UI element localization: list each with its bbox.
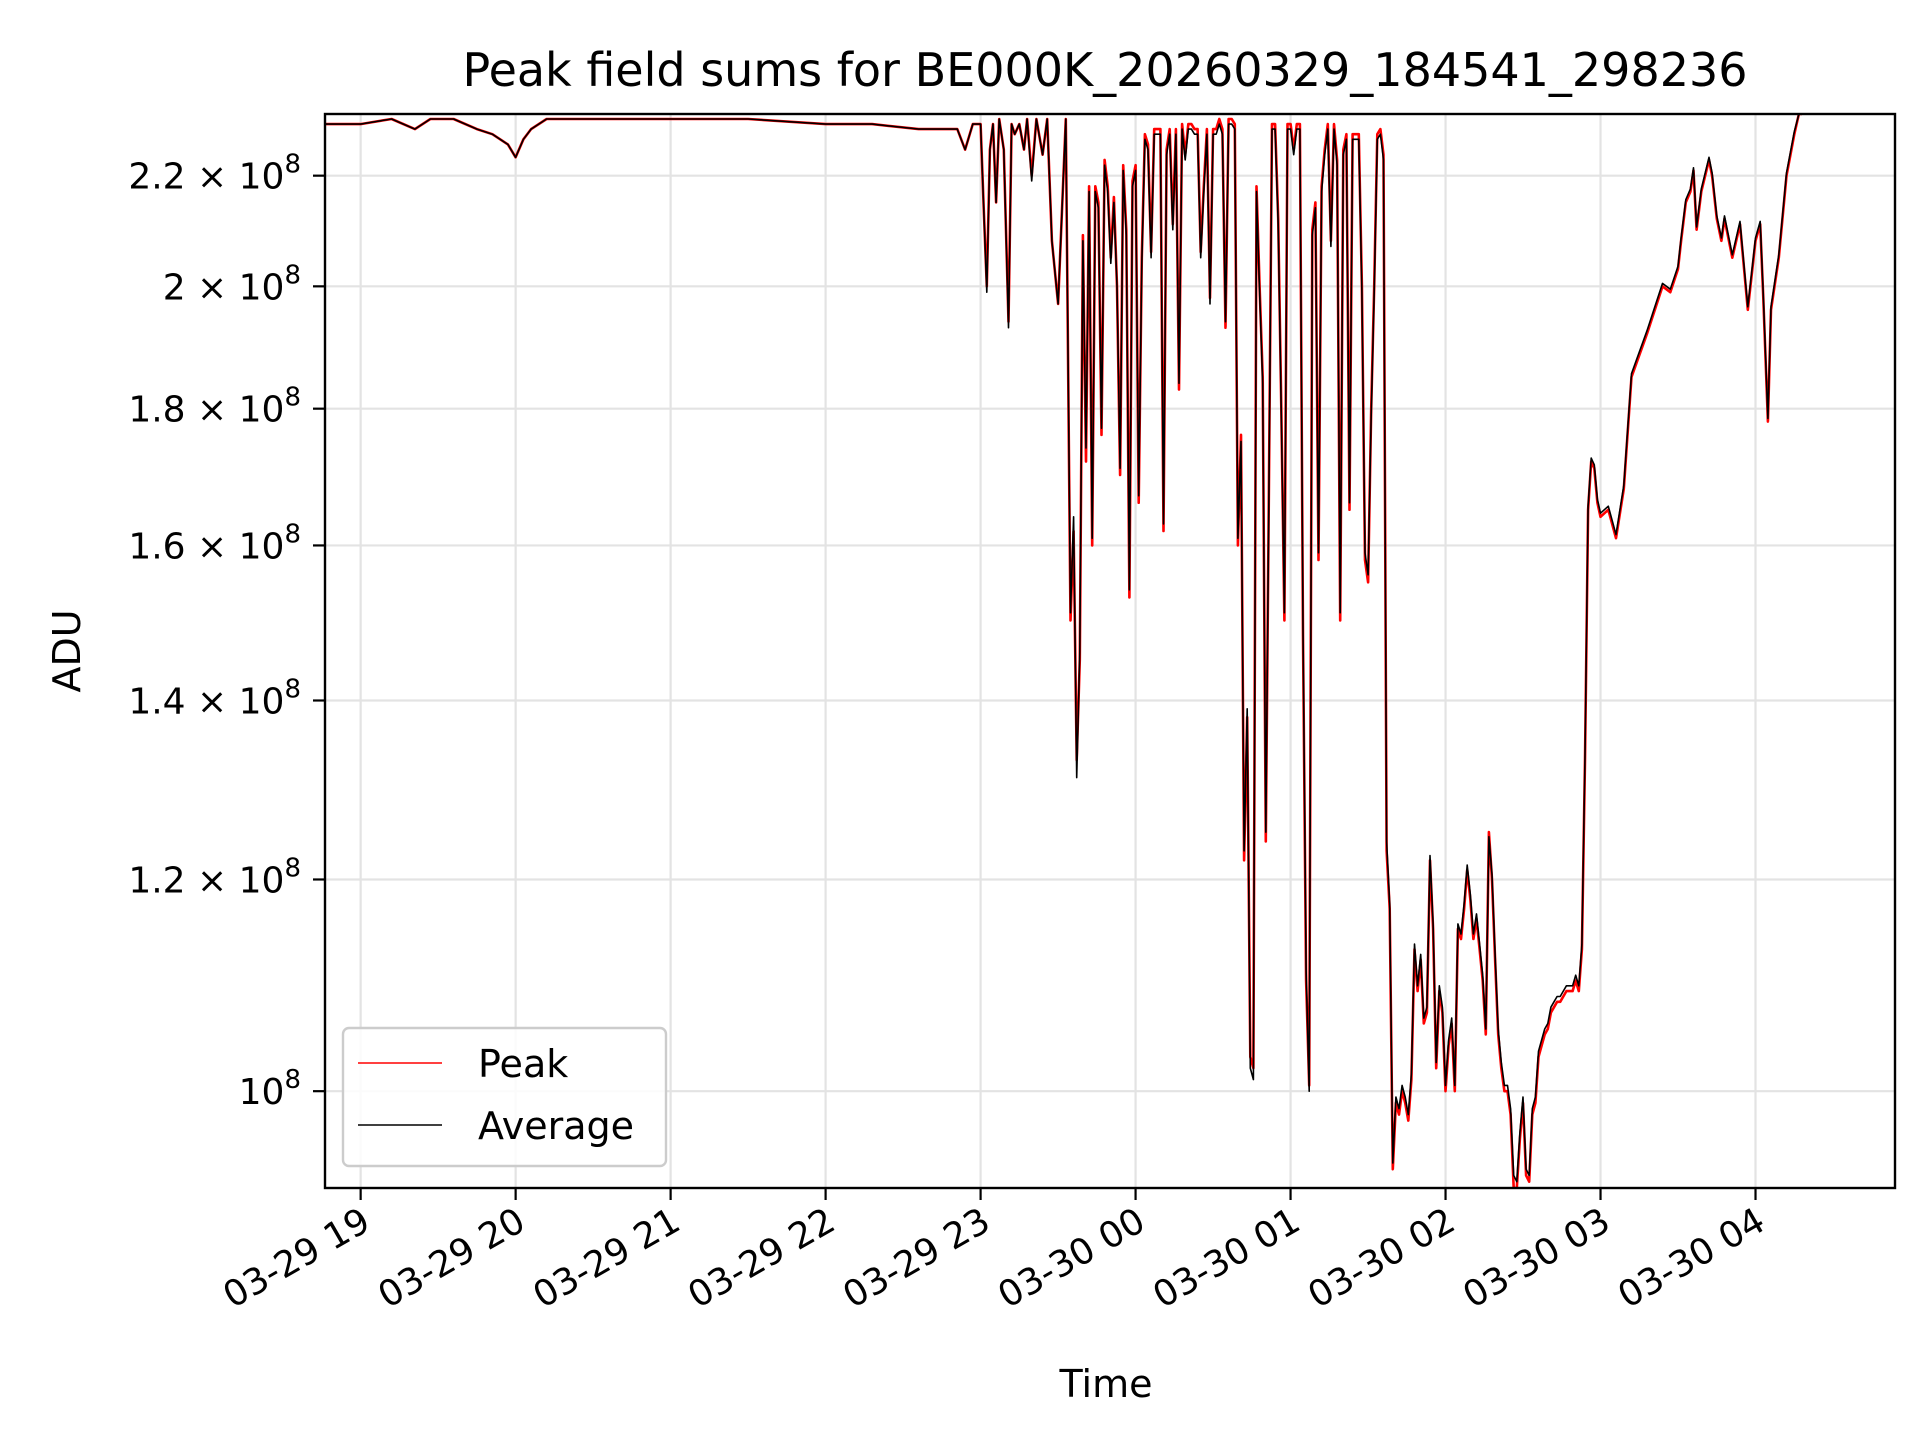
legend: Peak Average xyxy=(341,1026,668,1168)
legend-peak-label: Peak xyxy=(478,1042,568,1086)
plot-frame xyxy=(323,112,1897,1190)
y-axis-title: ADU xyxy=(45,609,89,692)
y-tick-label: 1.8 × 108 xyxy=(128,383,301,431)
y-axis: 108 1.2 × 108 1.4 × 108 1.6 × 108 1.8 × 108 2… xyxy=(128,150,325,1113)
y-tick-label: 2 × 108 xyxy=(163,260,301,308)
y-tick-label: 1.4 × 108 xyxy=(128,674,301,722)
series-lines xyxy=(325,114,1802,1188)
y-tick-label: 1.2 × 108 xyxy=(128,853,301,901)
plot-background xyxy=(325,114,1895,1188)
legend-average-label: Average xyxy=(478,1104,634,1148)
y-tick-label: 108 xyxy=(239,1065,301,1113)
y-tick-label: 1.6 × 108 xyxy=(128,519,301,567)
plot-area xyxy=(323,112,1897,1190)
chart-title: Peak field sums for BE000K_20260329_1845… xyxy=(462,43,1747,97)
y-tick-label: 2.2 × 108 xyxy=(128,150,301,198)
x-axis-title: Time xyxy=(1059,1362,1153,1406)
series-line-average xyxy=(325,114,1802,1183)
